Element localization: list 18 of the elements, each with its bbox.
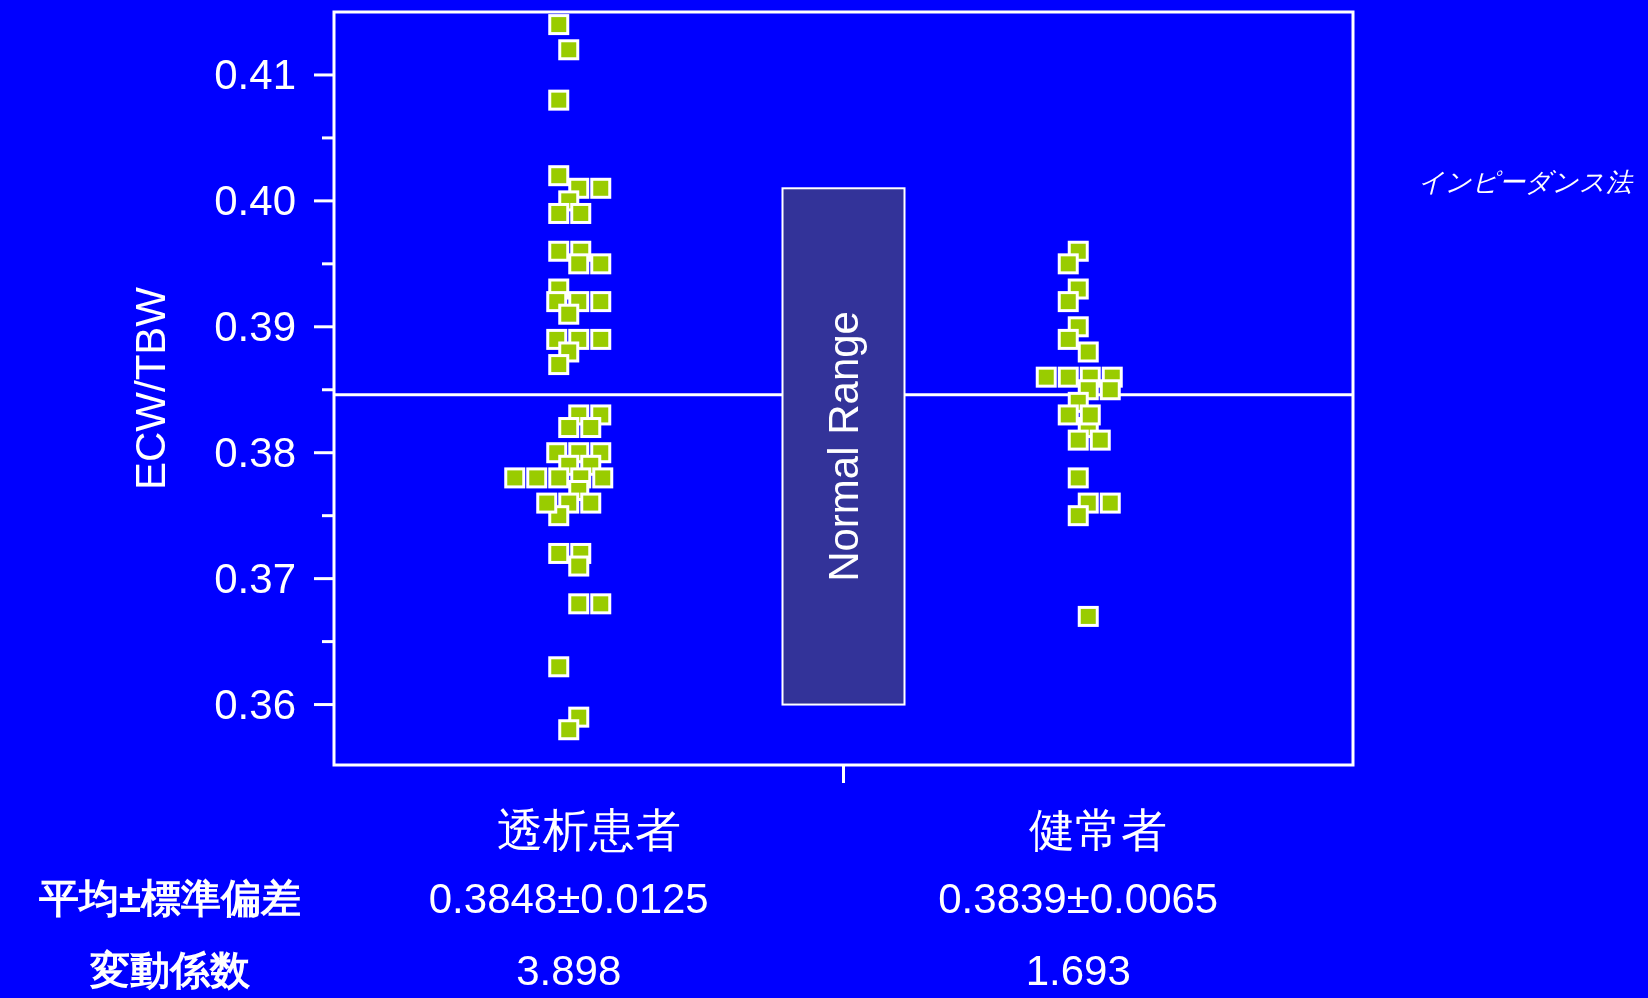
y-axis-title: ECW/TBW [126,286,174,490]
text: 変動係数 [89,948,251,992]
x-tick-label: 健常者 [1029,804,1168,856]
text: 3.898 [516,946,622,994]
y-tick-label: 0.37 [214,555,296,603]
y-tick-label: 0.36 [214,681,296,729]
text: 平均±標準偏差 [38,876,301,920]
text: 0.3848±0.0125 [428,874,709,922]
band: Normal Range [781,187,906,706]
y-tick-label: 0.40 [214,177,296,225]
band-label: Normal Range [820,311,867,582]
x-tick-label: 透析患者 [496,804,681,856]
text: インピーダンス法 [1418,167,1634,197]
text: 1.693 [1025,946,1131,994]
y-tick-label: 0.39 [214,303,296,351]
text: 0.3839±0.0065 [938,874,1219,922]
y-tick-label: 0.38 [214,429,296,477]
y-tick-label: 0.41 [214,51,296,99]
